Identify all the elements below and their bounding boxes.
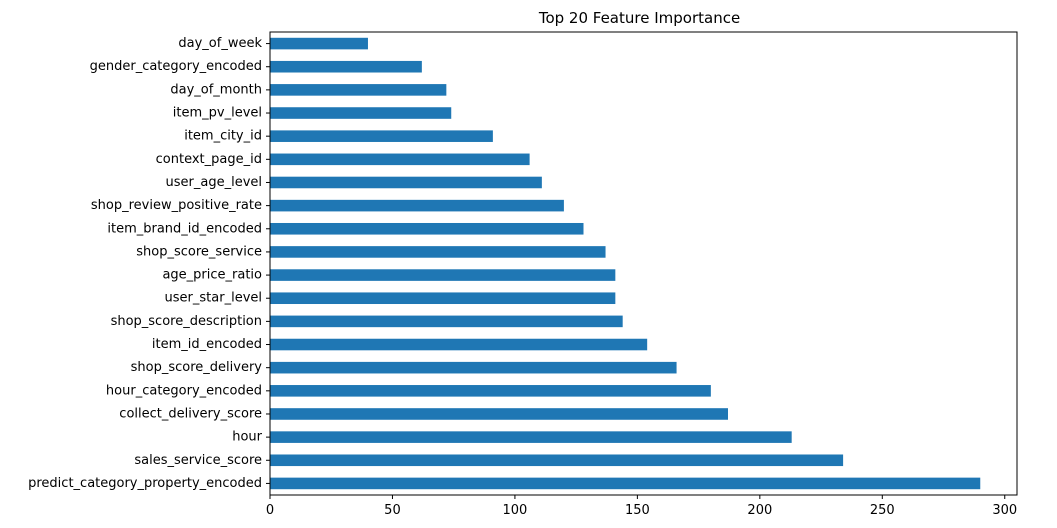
- y-tick-label: shop_score_service: [136, 244, 262, 259]
- y-tick-label: item_pv_level: [173, 106, 262, 121]
- y-tick-label: hour_category_encoded: [106, 383, 262, 398]
- bar-user_star_level: [270, 292, 616, 305]
- bar-shop_score_description: [270, 315, 623, 328]
- y-tick-label: shop_score_description: [111, 314, 262, 329]
- bar-day_of_week: [270, 37, 368, 50]
- bar-shop_score_service: [270, 246, 606, 258]
- x-tick-label: 250: [870, 503, 895, 518]
- y-tick-label: item_city_id: [184, 129, 262, 144]
- bar-predict_category_property_encoded: [270, 477, 981, 490]
- x-tick-label: 0: [266, 503, 274, 518]
- chart-title: Top 20 Feature Importance: [538, 9, 740, 27]
- bar-item_city_id: [270, 130, 493, 142]
- y-tick-label: sales_service_score: [134, 453, 262, 468]
- y-tick-label: hour: [232, 430, 262, 445]
- y-tick-label: day_of_week: [178, 36, 262, 51]
- bar-shop_review_positive_rate: [270, 199, 564, 212]
- y-tick-label: user_age_level: [166, 175, 262, 190]
- plot-frame: [269, 31, 1018, 496]
- bar-hour_category_encoded: [270, 385, 711, 397]
- bar-context_page_id: [270, 153, 530, 166]
- x-axis-ticks: 0 50 100 150 200 250 300: [266, 495, 1017, 518]
- x-tick-label: 100: [503, 503, 528, 518]
- x-tick-label: 300: [992, 503, 1017, 518]
- y-tick-label: item_brand_id_encoded: [107, 221, 262, 236]
- bar-item_pv_level: [270, 107, 452, 119]
- bar-shop_score_delivery: [270, 361, 677, 374]
- bar-item_id_encoded: [270, 338, 648, 351]
- bar-collect_delivery_score: [270, 408, 728, 420]
- y-tick-label: shop_score_delivery: [131, 360, 263, 375]
- y-tick-label: context_page_id: [156, 152, 262, 167]
- bar-gender_category_encoded: [270, 60, 422, 73]
- bar-sales_service_score: [270, 454, 844, 467]
- y-tick-label: day_of_month: [170, 82, 262, 97]
- y-tick-label: shop_review_positive_rate: [91, 198, 262, 213]
- y-tick-label: age_price_ratio: [162, 268, 262, 283]
- y-tick-labels: day_of_week gender_category_encoded day_of…: [28, 36, 270, 491]
- y-tick-label: user_star_level: [165, 291, 262, 306]
- y-tick-label: collect_delivery_score: [119, 406, 262, 421]
- bar-age_price_ratio: [270, 269, 616, 281]
- y-tick-label: gender_category_encoded: [90, 59, 262, 74]
- x-tick-label: 50: [384, 503, 401, 518]
- bar-hour: [270, 431, 792, 443]
- bar-item_brand_id_encoded: [270, 222, 584, 235]
- y-tick-label: item_id_encoded: [152, 337, 262, 352]
- y-tick-label: predict_category_property_encoded: [28, 476, 262, 491]
- x-tick-label: 150: [625, 503, 650, 518]
- bar-user_age_level: [270, 176, 542, 189]
- bar-day_of_month: [270, 84, 447, 96]
- bars-group: [270, 37, 981, 490]
- x-tick-label: 200: [747, 503, 772, 518]
